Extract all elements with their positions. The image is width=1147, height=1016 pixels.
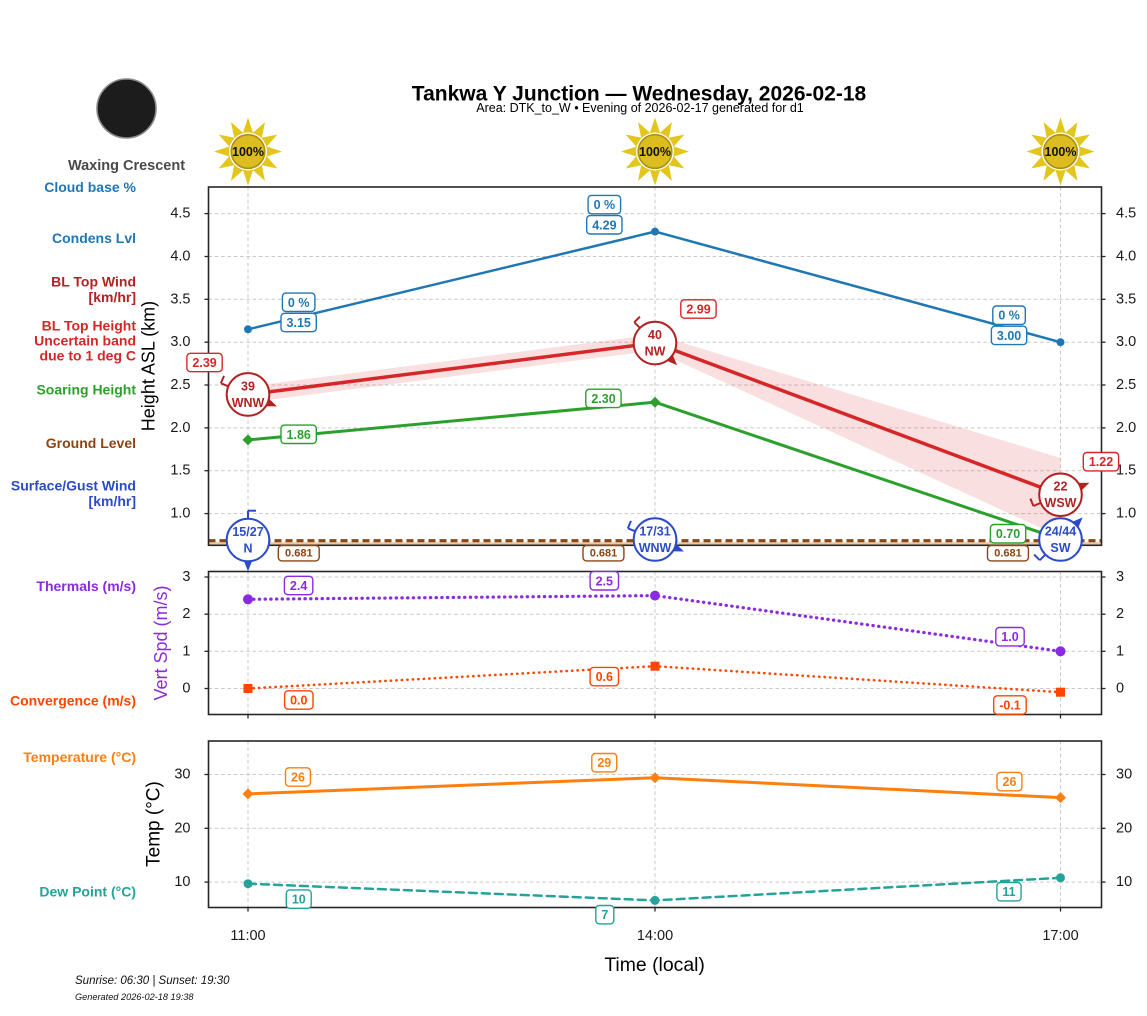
- svg-text:[km/hr]: [km/hr]: [89, 289, 136, 305]
- svg-text:30: 30: [1116, 767, 1132, 783]
- svg-text:BL Top Wind: BL Top Wind: [51, 274, 136, 290]
- svg-text:Soaring Height: Soaring Height: [36, 382, 136, 398]
- svg-text:100%: 100%: [1045, 145, 1077, 159]
- svg-text:2.99: 2.99: [686, 303, 710, 317]
- svg-text:2.5: 2.5: [596, 574, 613, 588]
- svg-text:4.0: 4.0: [1116, 249, 1136, 265]
- svg-text:39: 39: [241, 379, 255, 393]
- svg-text:Vert Spd (m/s): Vert Spd (m/s): [151, 585, 171, 700]
- svg-text:WSW: WSW: [1045, 496, 1077, 510]
- svg-text:2.30: 2.30: [591, 392, 615, 406]
- svg-text:Area: DTK_to_W • Evening of 20: Area: DTK_to_W • Evening of 2026-02-17 g…: [476, 101, 804, 115]
- svg-text:WNW: WNW: [232, 396, 265, 410]
- svg-text:7: 7: [601, 908, 608, 922]
- svg-text:Temp (°C): Temp (°C): [144, 781, 165, 867]
- svg-text:1: 1: [182, 643, 190, 659]
- svg-text:2.0: 2.0: [170, 420, 190, 436]
- svg-text:0.0: 0.0: [290, 694, 307, 708]
- svg-text:3: 3: [1116, 569, 1124, 585]
- svg-text:22: 22: [1054, 480, 1068, 494]
- svg-text:40: 40: [648, 328, 662, 342]
- svg-text:Height ASL (km): Height ASL (km): [139, 301, 159, 431]
- svg-text:Sunrise: 06:30 | Sunset: 19:30: Sunrise: 06:30 | Sunset: 19:30: [75, 975, 230, 987]
- svg-text:0: 0: [1116, 681, 1124, 697]
- svg-text:20: 20: [174, 820, 190, 836]
- svg-text:NW: NW: [645, 345, 666, 359]
- svg-text:0: 0: [182, 681, 190, 697]
- svg-text:3.0: 3.0: [1116, 334, 1136, 350]
- svg-text:Convergence (m/s): Convergence (m/s): [10, 693, 136, 709]
- svg-text:30: 30: [174, 767, 190, 783]
- svg-text:3.5: 3.5: [1116, 291, 1136, 307]
- svg-text:0 %: 0 %: [288, 296, 310, 310]
- svg-text:Waxing Crescent: Waxing Crescent: [68, 158, 185, 174]
- svg-text:10: 10: [292, 893, 306, 907]
- svg-text:4.29: 4.29: [592, 218, 616, 232]
- svg-text:Time (local): Time (local): [604, 954, 705, 976]
- svg-text:4.0: 4.0: [170, 249, 190, 265]
- svg-text:2.0: 2.0: [1116, 420, 1136, 436]
- svg-text:2.5: 2.5: [170, 377, 190, 393]
- svg-text:26: 26: [1003, 775, 1017, 789]
- svg-text:14:00: 14:00: [637, 928, 673, 944]
- svg-text:Generated 2026-02-18 19:38: Generated 2026-02-18 19:38: [75, 992, 194, 1002]
- svg-text:2: 2: [1116, 606, 1124, 622]
- svg-text:3.5: 3.5: [170, 291, 190, 307]
- svg-text:10: 10: [174, 874, 190, 890]
- svg-text:N: N: [243, 542, 252, 556]
- svg-text:3.15: 3.15: [287, 316, 311, 330]
- svg-text:Condens Lvl: Condens Lvl: [52, 230, 136, 246]
- svg-text:3.0: 3.0: [170, 334, 190, 350]
- svg-text:3.00: 3.00: [997, 329, 1021, 343]
- svg-text:0.681: 0.681: [994, 548, 1022, 560]
- svg-text:1.0: 1.0: [1001, 630, 1018, 644]
- svg-text:0.6: 0.6: [596, 670, 613, 684]
- svg-text:20: 20: [1116, 820, 1132, 836]
- svg-text:11:00: 11:00: [230, 928, 265, 944]
- svg-text:Thermals (m/s): Thermals (m/s): [36, 578, 136, 594]
- svg-text:17/31: 17/31: [639, 525, 670, 539]
- svg-text:2.5: 2.5: [1116, 377, 1136, 393]
- svg-text:15/27: 15/27: [232, 525, 263, 539]
- svg-text:0 %: 0 %: [594, 198, 616, 212]
- svg-text:Temperature (°C): Temperature (°C): [23, 749, 136, 765]
- svg-text:2.39: 2.39: [192, 356, 216, 370]
- svg-text:1.5: 1.5: [170, 463, 190, 479]
- svg-text:Surface/Gust Wind: Surface/Gust Wind: [11, 478, 136, 494]
- svg-text:1.22: 1.22: [1089, 455, 1113, 469]
- svg-text:0.70: 0.70: [996, 527, 1020, 541]
- svg-text:0.681: 0.681: [590, 548, 618, 560]
- svg-text:26: 26: [291, 771, 305, 785]
- svg-text:1: 1: [1116, 643, 1124, 659]
- svg-text:4.5: 4.5: [1116, 206, 1136, 222]
- svg-text:Uncertain band: Uncertain band: [34, 333, 136, 349]
- svg-text:2: 2: [182, 606, 190, 622]
- svg-text:2.4: 2.4: [290, 579, 307, 593]
- svg-text:Ground Level: Ground Level: [46, 435, 136, 451]
- svg-text:0.681: 0.681: [285, 548, 313, 560]
- svg-text:SW: SW: [1050, 541, 1070, 555]
- svg-text:0 %: 0 %: [998, 309, 1020, 323]
- svg-text:24/44: 24/44: [1045, 525, 1076, 539]
- svg-text:-0.1: -0.1: [999, 699, 1021, 713]
- svg-text:Dew Point (°C): Dew Point (°C): [39, 884, 136, 900]
- svg-text:1.0: 1.0: [1116, 506, 1136, 522]
- svg-text:[km/hr]: [km/hr]: [89, 493, 136, 509]
- svg-text:BL Top Height: BL Top Height: [42, 318, 137, 334]
- svg-text:10: 10: [1116, 874, 1132, 890]
- svg-text:4.5: 4.5: [170, 206, 190, 222]
- svg-text:1.0: 1.0: [170, 506, 190, 522]
- svg-text:Cloud base %: Cloud base %: [44, 179, 136, 195]
- svg-text:1.5: 1.5: [1116, 463, 1136, 479]
- svg-text:100%: 100%: [639, 145, 671, 159]
- svg-text:1.86: 1.86: [287, 428, 311, 442]
- svg-text:3: 3: [182, 569, 190, 585]
- svg-text:29: 29: [597, 756, 611, 770]
- svg-text:100%: 100%: [232, 145, 264, 159]
- svg-text:Tankwa Y Junction — Wednesday,: Tankwa Y Junction — Wednesday, 2026-02-1…: [412, 83, 867, 106]
- svg-text:11: 11: [1002, 885, 1015, 899]
- svg-text:17:00: 17:00: [1042, 928, 1078, 944]
- svg-text:due to 1 deg C: due to 1 deg C: [40, 348, 136, 364]
- svg-text:WNW: WNW: [639, 541, 672, 555]
